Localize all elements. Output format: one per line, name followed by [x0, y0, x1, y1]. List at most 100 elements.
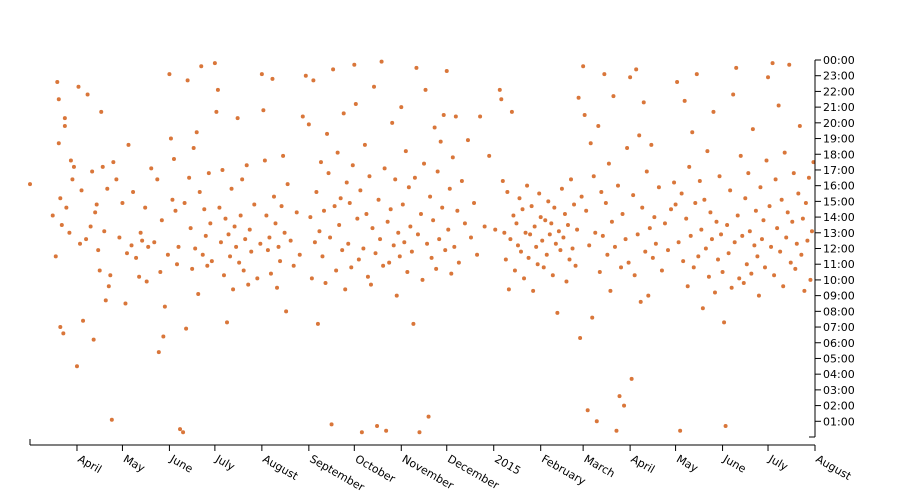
- data-point: [337, 222, 342, 227]
- y-tick-label: 04:00: [823, 368, 855, 381]
- data-point: [61, 331, 66, 336]
- data-point: [426, 414, 431, 419]
- data-point: [415, 232, 420, 237]
- data-point: [737, 276, 742, 281]
- x-tick-label: July: [766, 452, 791, 474]
- data-point: [420, 277, 425, 282]
- data-point: [200, 252, 205, 257]
- data-point: [675, 79, 680, 84]
- data-point: [58, 325, 63, 330]
- data-point: [325, 131, 330, 136]
- data-point: [432, 125, 437, 130]
- data-point: [55, 79, 60, 84]
- data-point: [252, 202, 257, 207]
- data-point: [694, 72, 699, 77]
- x-tick-label: June: [167, 452, 195, 476]
- data-point: [761, 218, 766, 223]
- data-point: [399, 105, 404, 110]
- data-point: [332, 204, 337, 209]
- data-point: [688, 233, 693, 238]
- data-point: [385, 219, 390, 224]
- data-point: [505, 189, 510, 194]
- data-point: [788, 260, 793, 265]
- data-point: [538, 215, 543, 220]
- data-point: [758, 185, 763, 190]
- data-point: [799, 252, 804, 257]
- data-point: [267, 235, 272, 240]
- data-point: [126, 142, 131, 147]
- data-point: [384, 428, 389, 433]
- data-point: [220, 167, 225, 172]
- data-point: [591, 174, 596, 179]
- data-point: [525, 183, 530, 188]
- data-point: [375, 424, 380, 428]
- data-point: [393, 177, 398, 182]
- data-point: [331, 67, 336, 72]
- data-point: [382, 166, 387, 171]
- data-point: [350, 163, 355, 168]
- data-point: [234, 244, 239, 249]
- data-point: [349, 265, 354, 270]
- data-point: [159, 218, 164, 223]
- data-point: [693, 200, 698, 205]
- data-point: [140, 238, 145, 243]
- data-point: [240, 177, 245, 182]
- data-point: [418, 211, 423, 216]
- data-point: [300, 114, 305, 119]
- data-point: [346, 241, 351, 246]
- data-point: [237, 260, 242, 265]
- data-point: [794, 241, 799, 246]
- data-point: [588, 141, 593, 146]
- y-tick-label: 12:00: [823, 243, 855, 256]
- data-point: [134, 255, 139, 260]
- data-point: [185, 78, 190, 83]
- data-point: [570, 246, 575, 251]
- data-point: [268, 271, 273, 276]
- data-point: [646, 293, 651, 298]
- data-point: [746, 171, 751, 176]
- data-point: [434, 266, 439, 271]
- x-tick-label: June: [720, 452, 748, 476]
- data-point: [356, 257, 361, 262]
- data-point: [214, 109, 219, 114]
- data-point: [625, 145, 630, 150]
- data-point: [740, 233, 745, 238]
- data-point: [606, 161, 611, 166]
- data-point: [131, 189, 136, 194]
- data-point: [275, 285, 280, 290]
- data-point: [609, 219, 614, 224]
- data-point: [778, 249, 783, 254]
- data-point: [202, 207, 207, 212]
- data-point: [805, 238, 810, 243]
- y-tick-label: 18:00: [823, 148, 855, 161]
- data-point: [62, 123, 67, 128]
- data-point: [725, 222, 730, 227]
- y-tick-label: 01:00: [823, 415, 855, 428]
- data-point: [70, 177, 75, 182]
- data-point: [425, 241, 430, 246]
- x-tick-label: July: [213, 452, 238, 474]
- data-point: [472, 200, 477, 205]
- data-point: [50, 213, 55, 218]
- data-point: [334, 268, 339, 273]
- y-tick-label: 23:00: [823, 70, 855, 83]
- data-point: [247, 227, 252, 232]
- data-point: [619, 265, 624, 270]
- data-point: [405, 270, 410, 275]
- data-point: [593, 230, 598, 235]
- data-point: [367, 174, 372, 179]
- y-tick-label: 20:00: [823, 117, 855, 130]
- data-point: [347, 200, 352, 205]
- data-point: [462, 221, 467, 226]
- data-point: [775, 226, 780, 231]
- data-point: [640, 205, 645, 210]
- data-point: [387, 260, 392, 265]
- data-point: [499, 97, 504, 102]
- data-point: [97, 268, 102, 273]
- data-point: [762, 265, 767, 270]
- data-point: [243, 237, 248, 242]
- data-point: [322, 208, 326, 213]
- data-point: [162, 304, 167, 309]
- data-point: [409, 249, 414, 254]
- data-point: [244, 163, 249, 168]
